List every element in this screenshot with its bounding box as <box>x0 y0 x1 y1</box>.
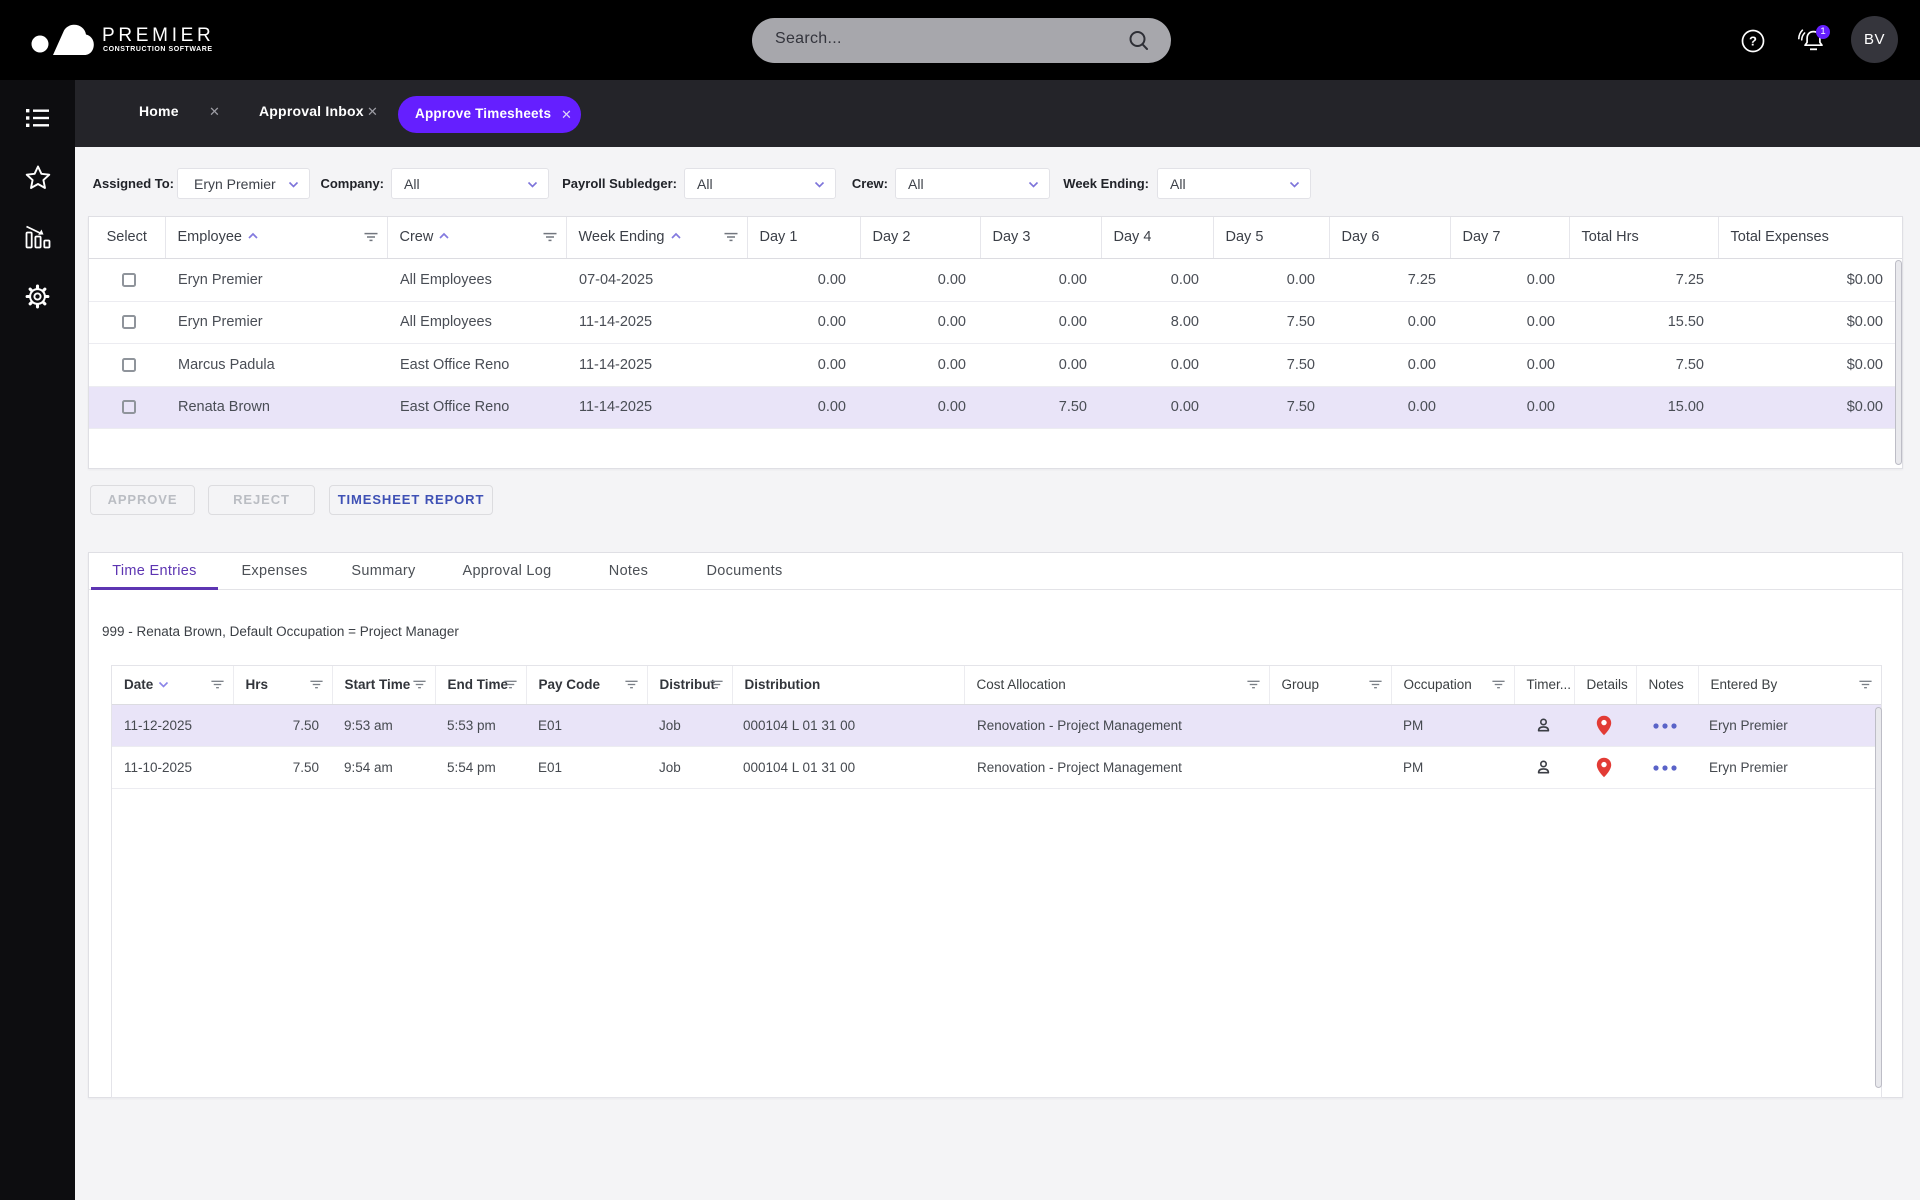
svg-text:?: ? <box>1749 34 1757 49</box>
